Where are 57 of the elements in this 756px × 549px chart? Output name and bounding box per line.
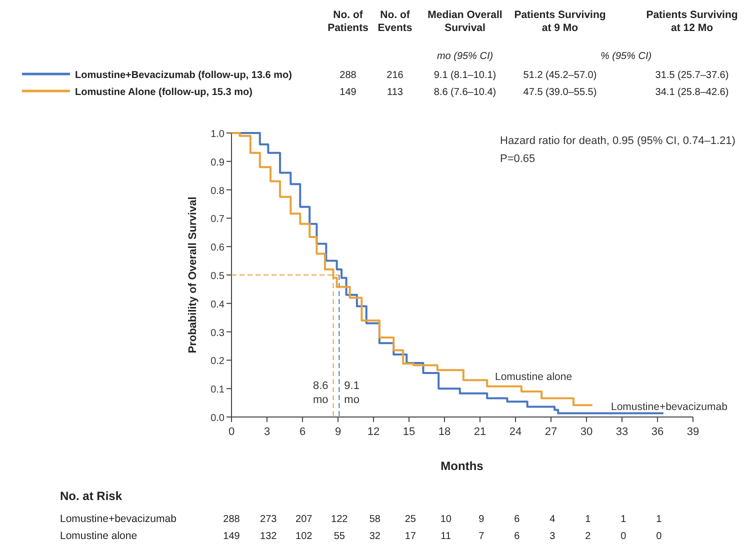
text: 31.5 (25.7–37.6) [655,70,729,81]
y-axis-title: Probability of Overall Survival [187,196,199,354]
x-tick-label: 36 [651,426,664,438]
annotation: Lomustine alone [495,371,572,383]
y-tick-label: 0.1 [210,384,225,396]
text: % (95% CI) [600,51,652,62]
x-tick-label: 33 [616,426,628,438]
text: 216 [386,70,404,81]
y-tick-label: 0.4 [210,299,225,310]
annotation: Hazard ratio for death, 0.95 (95% CI, 0.74–1.21) [500,135,736,147]
ref-line-label: 8.6 mo [312,380,328,406]
x-tick-label: 30 [580,426,593,438]
x-tick-label: 15 [402,426,416,438]
ref-line-label: 9.1 mo [344,380,360,406]
x-tick-label: 12 [367,426,380,438]
text: 9.1 (8.1–10.1) [434,70,496,81]
y-tick-label: 0.5 [210,271,225,282]
annotation: Lomustine+bevacizumab [611,401,728,413]
x-tick-label: 3 [264,426,270,438]
y-tick-label: 0.2 [210,356,225,368]
y-tick-label: 0.3 [210,328,225,339]
x-tick-label: 9 [334,426,342,438]
x-tick-label: 39 [686,426,700,438]
x-tick-label: 27 [544,426,558,438]
text: Lomustine alone [60,530,138,542]
text: 8.6 (7.6–10.4) [434,87,496,98]
y-tick-label: 0.0 [210,413,225,424]
legend-label: Lomustine+Bevacizumab (follow-up, 13.6 mo) [75,70,292,81]
text: No. at Risk [60,489,122,503]
text: Lomustine+bevacizumab [60,513,177,525]
text: 113 [387,87,404,98]
text: mo (95% CI) [436,51,494,62]
x-tick-label: 21 [474,426,486,438]
x-tick-label: 6 [299,426,306,438]
text: Patients Surviving at 9 Mo [514,9,606,34]
legend-label: Lomustine Alone (follow-up, 15.3 mo) [75,87,252,98]
text: No. of Events [378,9,412,34]
text: 149 132 102 55 32 17 11 7 6 3 2 0 0 [223,531,662,542]
text: 34.1 (25.8–42.6) [655,87,729,98]
y-tick-label: 0.8 [210,186,225,197]
x-axis-title: Months [440,459,484,473]
text: 47.5 (39.0–55.5) [523,87,597,98]
text: 149 [340,87,357,98]
text: Median Overall Survival [428,9,502,34]
annotation: P=0.65 [500,153,536,165]
text: 51.2 (45.2–57.0) [523,70,597,81]
text: 288 [340,70,357,81]
y-tick-label: 0.9 [210,157,225,168]
y-tick-label: 1.0 [210,129,225,140]
text: 288 273 207 122 58 25 10 9 6 4 1 1 1 [223,514,662,525]
y-tick-label: 0.6 [210,242,225,254]
x-tick-label: 18 [438,426,451,438]
x-tick-label: 24 [509,426,522,438]
y-tick-label: 0.7 [210,214,225,226]
x-tick-label: 0 [228,426,235,438]
text: No. of Patients [328,9,369,34]
text: Patients Surviving at 12 Mo [646,9,738,34]
